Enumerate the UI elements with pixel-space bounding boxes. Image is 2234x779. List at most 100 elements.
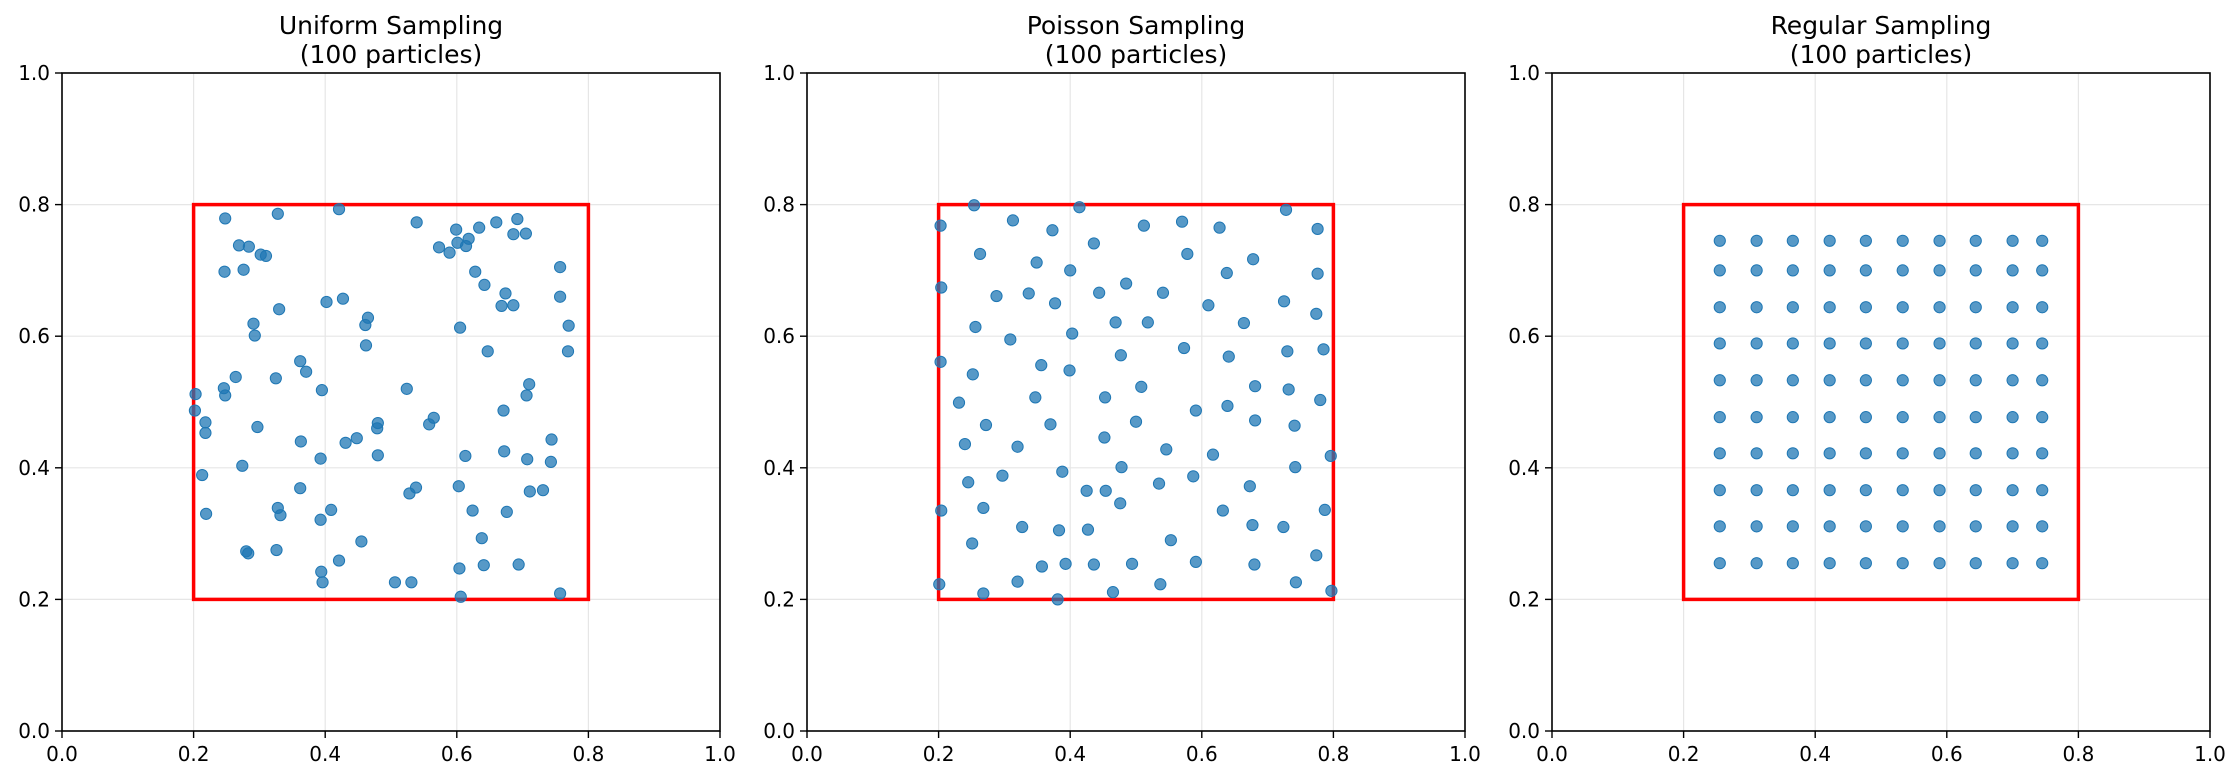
data-point (1175, 215, 1189, 228)
data-point (443, 246, 456, 259)
data-point (1859, 374, 1872, 387)
data-point (1311, 267, 1324, 280)
data-point (1114, 349, 1127, 362)
data-point (466, 504, 479, 517)
data-point (1969, 234, 1982, 247)
data-point (1859, 484, 1872, 497)
data-point (1016, 520, 1029, 534)
x-tick-label: 1.0 (1449, 742, 1481, 766)
data-point (1933, 557, 1946, 570)
data-point (371, 449, 384, 462)
data-point (2036, 264, 2049, 277)
data-point (199, 416, 212, 429)
data-point (1786, 234, 1799, 247)
data-point (315, 565, 328, 578)
data-point (247, 317, 260, 330)
data-point (973, 247, 987, 261)
data-point (500, 505, 513, 518)
x-tick-label: 0.2 (923, 742, 955, 766)
y-tick-label: 0.6 (18, 324, 50, 348)
data-point (536, 484, 550, 497)
data-point (1073, 201, 1086, 214)
data-point (1896, 411, 1909, 424)
data-point (1786, 447, 1799, 460)
data-point (2006, 264, 2019, 277)
data-point (1713, 337, 1726, 350)
data-point (2006, 557, 2019, 570)
data-point (1311, 222, 1324, 236)
data-point (1087, 558, 1100, 571)
data-point (1120, 277, 1133, 290)
data-point (423, 418, 436, 431)
data-point (1064, 264, 1077, 277)
data-point (1115, 461, 1128, 474)
data-point (1859, 264, 1872, 277)
data-point (523, 378, 536, 391)
data-point (2006, 301, 2019, 314)
data-point (1823, 411, 1836, 424)
data-point (934, 219, 947, 232)
data-point (432, 241, 446, 254)
data-point (1288, 419, 1301, 432)
data-point (1969, 337, 1982, 350)
data-point (1164, 534, 1177, 547)
data-point (1896, 301, 1909, 314)
chart-subtitle: (100 particles) (1045, 40, 1227, 69)
x-tick-label: 0.6 (441, 742, 473, 766)
data-point (316, 576, 329, 589)
data-point (1325, 584, 1338, 597)
data-point (1969, 484, 1982, 497)
x-tick-label: 1.0 (704, 742, 736, 766)
data-point (490, 216, 503, 229)
data-point (1213, 221, 1226, 234)
data-point (1786, 520, 1799, 533)
data-point (497, 404, 510, 417)
data-point (1786, 337, 1799, 350)
data-point (1896, 484, 1909, 497)
data-point (1823, 520, 1836, 533)
data-point (966, 537, 979, 550)
y-tick-label: 0.6 (763, 324, 795, 348)
data-point (511, 212, 524, 226)
data-point (478, 278, 491, 291)
data-point (1859, 234, 1872, 247)
data-point (1317, 343, 1330, 356)
data-point (499, 287, 512, 300)
data-point (1246, 518, 1259, 532)
data-point (1713, 411, 1726, 424)
data-point (2006, 374, 2019, 387)
axes-frame (1551, 72, 2211, 732)
x-tick-label: 0.6 (1186, 742, 1218, 766)
data-point (1969, 411, 1982, 424)
x-tick-label: 0.4 (1799, 742, 1831, 766)
y-tick-label: 0.2 (763, 587, 795, 611)
data-point (2036, 337, 2049, 350)
data-point (1859, 520, 1872, 533)
data-point (1310, 307, 1323, 320)
data-point (459, 449, 472, 463)
x-tick-label: 0.8 (572, 742, 604, 766)
data-point (507, 228, 520, 241)
data-point (1859, 301, 1872, 314)
data-point (1160, 443, 1173, 456)
data-point (2006, 337, 2019, 350)
data-point (1099, 484, 1112, 497)
data-point (554, 261, 567, 274)
data-point (1281, 345, 1294, 358)
data-point (1786, 264, 1799, 277)
data-point (1109, 316, 1122, 329)
data-point (554, 290, 567, 303)
chart-title: Regular Sampling (1771, 11, 1992, 40)
data-point (452, 480, 465, 493)
y-tick-label: 0.2 (1508, 587, 1540, 611)
data-point (473, 221, 486, 234)
y-tick-label: 1.0 (1508, 61, 1540, 85)
data-point (1063, 364, 1076, 377)
data-point (200, 507, 213, 520)
data-point (1187, 470, 1200, 483)
data-point (274, 509, 287, 522)
data-point (188, 404, 202, 417)
data-point (270, 543, 283, 557)
y-tick-label: 0.2 (18, 587, 50, 611)
data-point (1289, 576, 1302, 589)
